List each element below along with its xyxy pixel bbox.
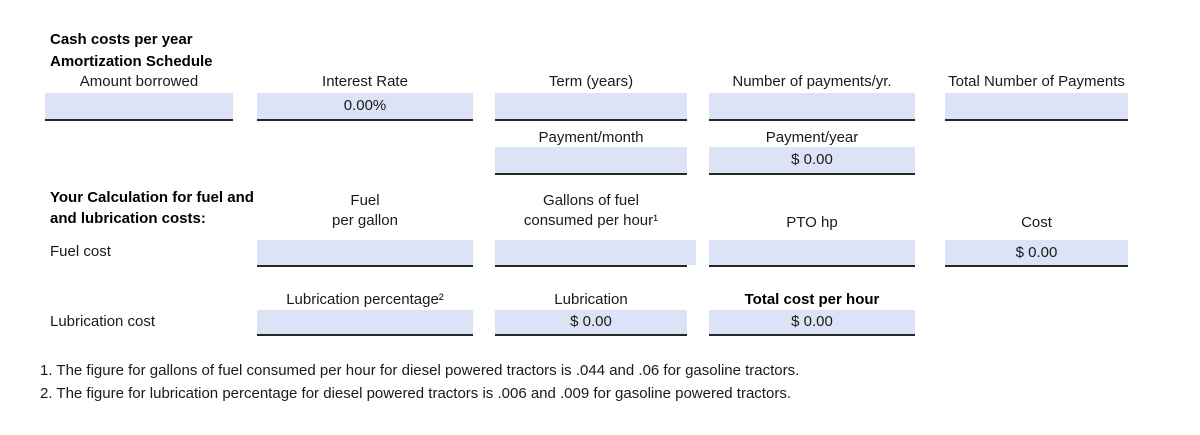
- lubrication-cost-row-label: Lubrication cost: [50, 313, 156, 330]
- amount-borrowed-field[interactable]: [45, 93, 233, 121]
- lubrication-percentage-field[interactable]: [257, 310, 473, 336]
- fuel-section-heading-line2: and lubrication costs:: [50, 210, 206, 227]
- amount-borrowed-value[interactable]: [45, 93, 233, 119]
- gallons-consumed-value[interactable]: [495, 240, 696, 265]
- term-years-label: Term (years): [548, 73, 634, 90]
- payments-per-yr-field[interactable]: [709, 93, 915, 121]
- payment-month-field[interactable]: [495, 147, 687, 175]
- footnote-2: 2. The figure for lubrication percentage…: [40, 385, 791, 402]
- fuel-per-gallon-label-line1: Fuel: [350, 192, 380, 209]
- payment-month-label: Payment/month: [538, 129, 644, 146]
- field-underline: [709, 119, 915, 121]
- pto-hp-value[interactable]: [709, 240, 915, 265]
- gallons-consumed-label: Gallons of fuel consumed per hour¹: [495, 191, 687, 231]
- fuel-per-gallon-label: Fuel per gallon: [257, 191, 473, 231]
- interest-rate-field[interactable]: 0.00%: [257, 93, 473, 121]
- footnote-1: 1. The figure for gallons of fuel consum…: [40, 362, 800, 379]
- amortization-heading: Amortization Schedule: [50, 53, 213, 70]
- field-underline: [495, 173, 687, 175]
- pto-hp-label: PTO hp: [786, 214, 838, 231]
- payment-year-label: Payment/year: [765, 129, 859, 146]
- field-underline: [709, 334, 915, 336]
- field-underline: [709, 265, 915, 267]
- interest-rate-value[interactable]: 0.00%: [257, 93, 473, 119]
- total-cost-per-hour-field[interactable]: $ 0.00: [709, 310, 915, 336]
- payments-per-yr-label: Number of payments/yr.: [732, 73, 892, 90]
- field-underline: [709, 173, 915, 175]
- lubrication-result-field[interactable]: $ 0.00: [495, 310, 687, 336]
- field-underline: [945, 265, 1128, 267]
- field-underline: [45, 119, 233, 121]
- fuel-section-heading-line1: Your Calculation for fuel and: [50, 189, 254, 206]
- payment-year-value[interactable]: $ 0.00: [709, 147, 915, 173]
- term-years-field[interactable]: [495, 93, 687, 121]
- fuel-per-gallon-value[interactable]: [257, 240, 473, 265]
- payment-month-value[interactable]: [495, 147, 687, 173]
- field-underline: [257, 265, 473, 267]
- fuel-per-gallon-field[interactable]: [257, 240, 473, 267]
- field-underline: [257, 119, 473, 121]
- field-underline: [495, 119, 687, 121]
- field-underline: [495, 265, 687, 267]
- total-payments-value[interactable]: [945, 93, 1128, 119]
- total-cost-per-hour-value[interactable]: $ 0.00: [709, 310, 915, 334]
- gallons-consumed-label-line1: Gallons of fuel: [543, 192, 639, 209]
- field-underline: [495, 334, 687, 336]
- amount-borrowed-label: Amount borrowed: [79, 73, 199, 90]
- total-payments-label: Total Number of Payments: [948, 73, 1125, 90]
- lubrication-label: Lubrication: [554, 291, 628, 308]
- cost-label: Cost: [1021, 214, 1052, 231]
- interest-rate-label: Interest Rate: [322, 73, 408, 90]
- field-underline: [945, 119, 1128, 121]
- gallons-consumed-label-line2: consumed per hour¹: [523, 212, 659, 229]
- fuel-per-gallon-label-line2: per gallon: [332, 212, 398, 229]
- pto-hp-field[interactable]: [709, 240, 915, 267]
- term-years-value[interactable]: [495, 93, 687, 119]
- fuel-cost-row-label: Fuel cost: [50, 243, 111, 260]
- payment-year-field[interactable]: $ 0.00: [709, 147, 915, 175]
- gallons-consumed-field[interactable]: [495, 240, 696, 267]
- cash-costs-heading: Cash costs per year: [50, 31, 193, 48]
- field-underline: [257, 334, 473, 336]
- lubrication-percentage-value[interactable]: [257, 310, 473, 334]
- fuel-cost-result-value[interactable]: $ 0.00: [945, 240, 1128, 265]
- fuel-section-heading: Your Calculation for fuel and and lubric…: [50, 187, 254, 229]
- lubrication-result-value[interactable]: $ 0.00: [495, 310, 687, 334]
- fuel-cost-result-field[interactable]: $ 0.00: [945, 240, 1128, 267]
- payments-per-yr-value[interactable]: [709, 93, 915, 119]
- lubrication-percentage-label: Lubrication percentage²: [286, 291, 444, 308]
- total-cost-per-hour-label: Total cost per hour: [744, 291, 880, 308]
- total-payments-field[interactable]: [945, 93, 1128, 121]
